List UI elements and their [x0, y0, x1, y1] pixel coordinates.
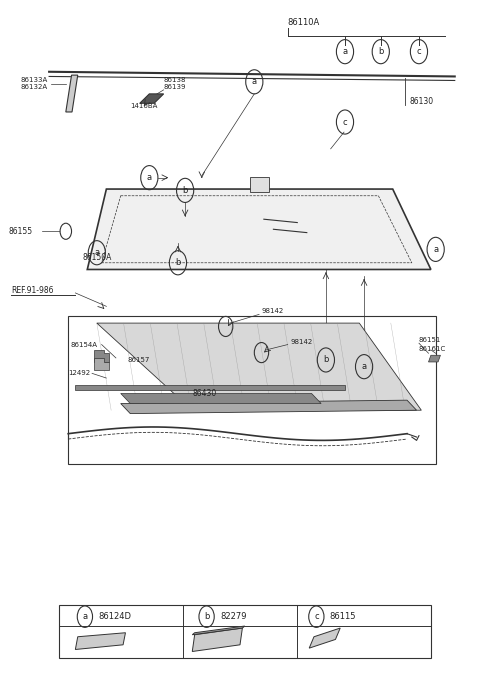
- Text: 12492: 12492: [68, 370, 90, 376]
- Text: a: a: [361, 362, 367, 371]
- Text: b: b: [204, 612, 209, 621]
- Text: c: c: [417, 47, 421, 56]
- Polygon shape: [87, 189, 431, 269]
- Text: 86161C: 86161C: [419, 345, 446, 351]
- Text: a: a: [147, 173, 152, 182]
- Polygon shape: [75, 385, 345, 390]
- Text: 86157: 86157: [128, 357, 150, 363]
- Polygon shape: [429, 355, 441, 362]
- Text: a: a: [94, 248, 99, 257]
- Text: a: a: [83, 612, 87, 621]
- Text: c: c: [314, 612, 319, 621]
- Polygon shape: [120, 394, 321, 404]
- Polygon shape: [140, 94, 164, 103]
- Text: 86138: 86138: [164, 77, 186, 83]
- Text: b: b: [182, 186, 188, 195]
- Polygon shape: [75, 633, 125, 649]
- Bar: [68, 316, 436, 464]
- Text: a: a: [252, 77, 257, 86]
- Polygon shape: [97, 323, 421, 411]
- Text: c: c: [343, 118, 348, 127]
- Text: 86130: 86130: [409, 98, 433, 106]
- Text: 86151: 86151: [419, 337, 441, 343]
- Polygon shape: [66, 75, 78, 112]
- Text: 86124D: 86124D: [98, 612, 131, 621]
- Bar: [59, 604, 431, 658]
- Text: 86115: 86115: [330, 612, 356, 621]
- Text: b: b: [323, 355, 329, 365]
- Text: REF.91-986: REF.91-986: [11, 287, 53, 295]
- Polygon shape: [95, 358, 109, 370]
- Text: a: a: [433, 245, 438, 254]
- Text: 86139: 86139: [164, 83, 186, 90]
- Text: 86154A: 86154A: [71, 341, 97, 347]
- Text: 86430: 86430: [192, 389, 216, 398]
- Polygon shape: [309, 628, 340, 648]
- Circle shape: [60, 223, 72, 240]
- Polygon shape: [192, 626, 245, 635]
- Text: 1416BA: 1416BA: [130, 103, 157, 109]
- Text: 86150A: 86150A: [83, 253, 112, 262]
- Text: 98142: 98142: [290, 339, 312, 345]
- Text: b: b: [175, 258, 180, 267]
- Text: 82279: 82279: [220, 612, 246, 621]
- Text: 86133A: 86133A: [21, 77, 48, 83]
- Polygon shape: [120, 400, 417, 414]
- Text: 86132A: 86132A: [21, 84, 48, 90]
- Text: 86110A: 86110A: [288, 18, 320, 28]
- Polygon shape: [95, 350, 109, 362]
- Polygon shape: [192, 628, 242, 651]
- Text: a: a: [342, 47, 348, 56]
- Bar: [250, 177, 269, 192]
- Text: 86155: 86155: [9, 227, 33, 236]
- Text: 98142: 98142: [262, 308, 284, 314]
- Text: b: b: [378, 47, 384, 56]
